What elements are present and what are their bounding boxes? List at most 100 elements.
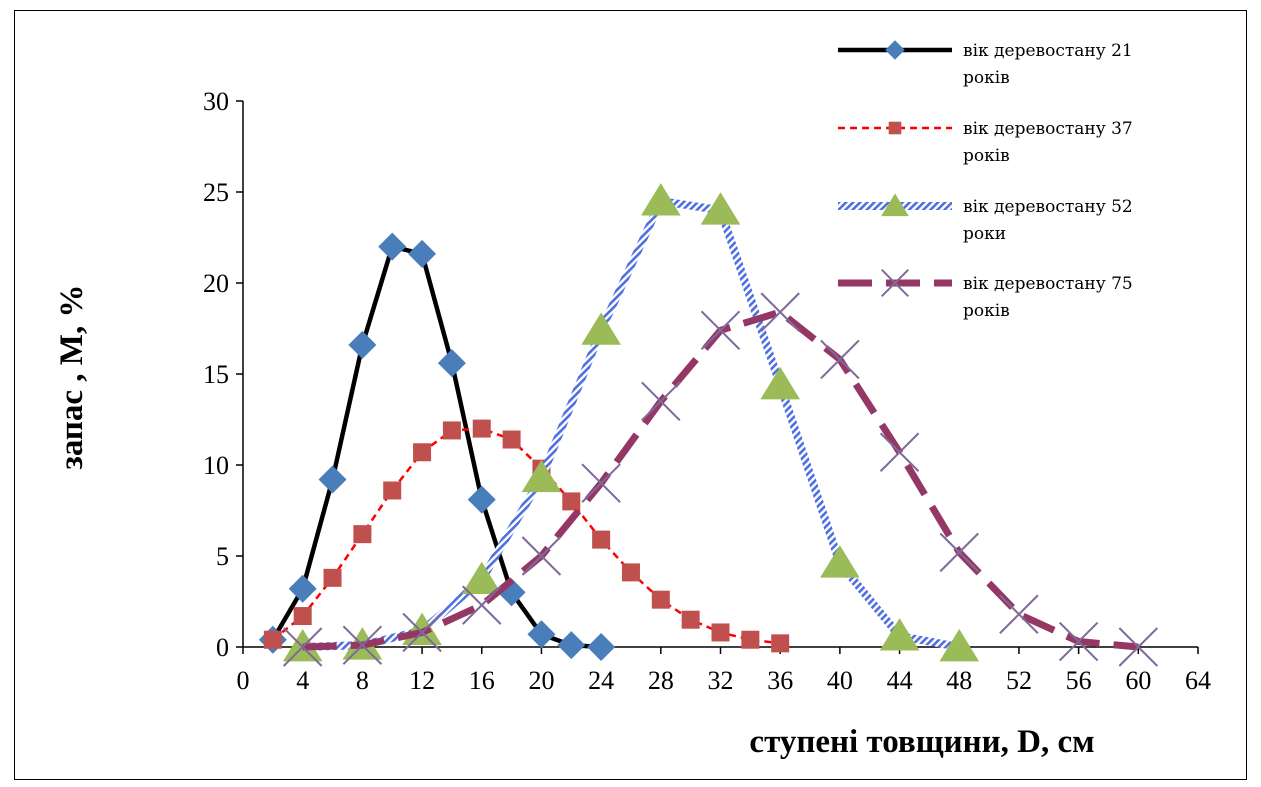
cross-marker [641,381,681,422]
legend-label: років [963,68,1010,88]
square-marker [413,443,432,462]
square-marker [711,623,730,642]
triangle-marker [461,561,502,595]
cross-marker-stroke [879,432,920,472]
cross-marker [879,432,920,472]
x-tick-label: 52 [1006,666,1032,695]
x-tick-label: 0 [237,666,250,695]
square-marker [383,481,402,500]
square-marker [442,421,461,440]
triangle-marker [700,192,741,225]
legend-label: вік деревостану 37 [963,119,1133,139]
square-marker [472,419,491,438]
square-marker [293,607,312,626]
legend-item-2: вік деревостану 37 років [838,119,1133,166]
y-tick-label: 0 [216,633,229,662]
y-tick-label: 10 [203,451,229,480]
x-tick-label: 24 [588,666,614,695]
cross-marker [939,532,979,573]
y-axis-title: запас , М, % [54,285,90,470]
cross-marker [462,585,502,625]
x-tick-label: 64 [1185,666,1211,695]
diamond-marker [378,232,407,261]
series-1 [258,232,616,661]
square-marker [681,610,700,629]
cross-marker-stroke [521,536,562,576]
legend-label: вік деревостану 21 [963,41,1133,61]
x-tick-label: 36 [767,666,793,695]
square-marker [263,630,282,649]
y-tick-label: 20 [203,269,229,298]
triangle-marker [820,545,860,578]
diamond-marker [557,631,586,660]
square-marker [502,430,521,449]
x-tick-label: 48 [946,666,972,695]
series-2 [263,419,790,653]
x-tick-label: 20 [528,666,554,695]
cross-marker-stroke [760,292,800,332]
legend-item-4: вік деревостану 75 років [838,268,1133,321]
cross-marker [581,463,621,503]
cross-marker [342,625,383,665]
triangle-marker [939,629,980,662]
cross-marker-stroke [1058,621,1099,662]
y-tick-label: 5 [216,542,229,571]
legend-label: вік деревостану 52 [963,197,1133,217]
cross-marker [999,594,1039,634]
legend-label: років [963,146,1010,166]
x-tick-label: 32 [708,666,734,695]
cross-marker [1058,621,1099,662]
legend-item-3: вік деревостану 52 роки [838,193,1133,244]
y-tick-label: 15 [203,360,229,389]
square-marker [651,590,670,609]
cross-marker-stroke [342,625,383,665]
diamond-marker [437,349,466,378]
square-marker [323,568,342,587]
cross-marker [1118,627,1159,667]
series-line [302,308,1139,651]
cross-marker-stroke [880,268,910,298]
diamond-marker [348,330,377,359]
cross-marker [760,292,800,332]
square-marker [353,525,372,544]
cross-marker-stroke [641,381,681,422]
y-tick-label: 25 [203,178,229,207]
square-marker [621,563,640,582]
square-marker [888,121,902,135]
diamond-marker [408,239,437,268]
cross-marker-stroke [282,627,323,667]
square-marker [592,530,611,549]
square-marker [771,634,790,653]
x-tick-label: 40 [827,666,853,695]
cross-marker [282,627,323,667]
triangle-marker [521,459,562,493]
cross-marker-stroke [700,310,741,351]
cross-marker-stroke [581,463,621,503]
square-marker [562,492,581,511]
x-axis-title: ступені товщини, D, см [749,724,1094,760]
legend-label: років [963,301,1010,321]
diamond-marker [467,485,496,514]
x-axis: 0 4 8 12 16 20 24 28 32 36 40 44 48 52 56 60 64 [237,646,1211,695]
square-marker [741,630,760,649]
x-tick-label: 4 [296,666,309,695]
legend-label: роки [963,224,1006,244]
series-layer [258,183,1159,667]
y-axis: 0 5 10 15 20 25 30 [203,87,244,662]
x-tick-label: 8 [356,666,369,695]
diamond-marker [587,633,616,661]
diamond-marker [318,465,347,494]
x-tick-label: 16 [469,666,495,695]
cross-marker-stroke [999,594,1039,634]
cross-marker-stroke [939,532,979,573]
diamond-marker [527,620,556,649]
triangle-marker [581,312,621,345]
series-4 [282,292,1159,667]
triangle-marker [879,618,920,651]
triangle-marker [881,193,909,217]
legend-label: вік деревостану 75 [963,274,1133,294]
cross-marker [700,310,741,351]
x-tick-label: 60 [1125,666,1151,695]
